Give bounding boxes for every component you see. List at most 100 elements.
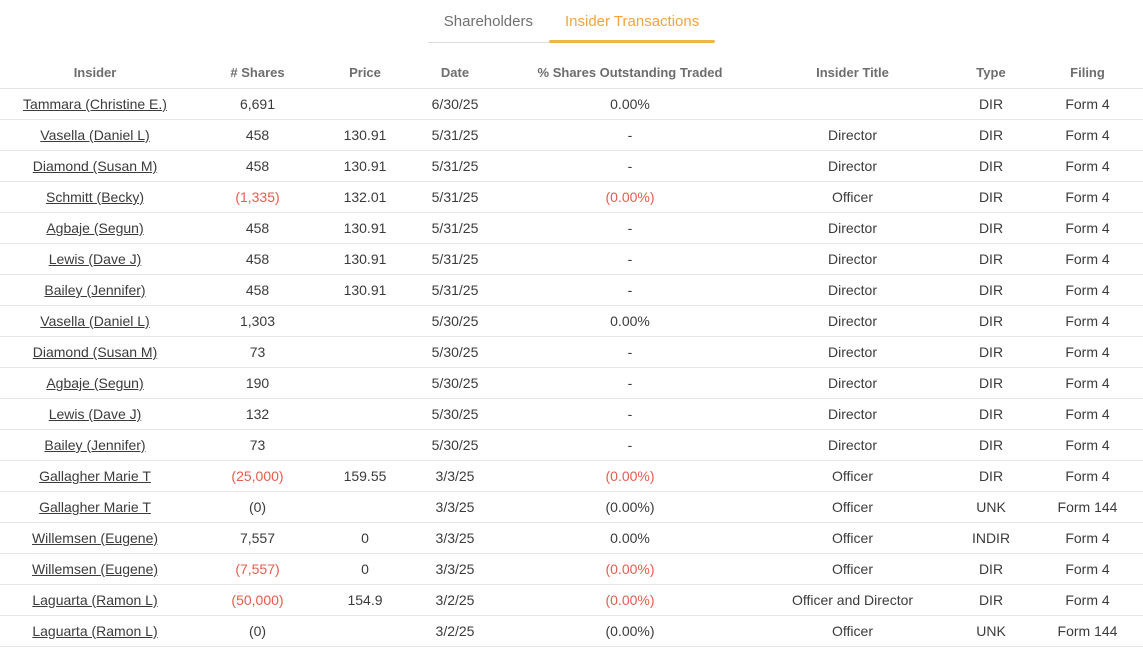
insider-cell: Bailey (Jennifer) — [0, 437, 190, 453]
filing-cell: Form 4 — [1065, 437, 1110, 453]
insider-cell: Gallagher Marie T — [0, 499, 190, 515]
pct-outstanding-cell: 0.00% — [610, 530, 650, 546]
insider-link[interactable]: Diamond (Susan M) — [32, 344, 158, 360]
table-row: Diamond (Susan M) 458 130.91 5/31/25 - D… — [0, 151, 1143, 182]
insider-link[interactable]: Agbaje (Segun) — [46, 220, 144, 236]
insider-link[interactable]: Bailey (Jennifer) — [44, 282, 146, 298]
filing-cell: Form 4 — [1065, 282, 1110, 298]
price-cell: 154.9 — [347, 592, 383, 608]
insider-link[interactable]: Tammara (Christine E.) — [23, 96, 167, 112]
insider-link[interactable]: Lewis (Dave J) — [48, 251, 142, 267]
date-cell: 5/30/25 — [431, 313, 479, 329]
shares-cell: 458 — [245, 220, 270, 236]
filing-cell: Form 144 — [1057, 499, 1118, 515]
insider-title-cell: Officer — [832, 561, 873, 577]
insider-link[interactable]: Agbaje (Segun) — [46, 375, 144, 391]
insider-link[interactable]: Laguarta (Ramon L) — [32, 623, 158, 639]
shares-cell: (50,000) — [231, 592, 284, 608]
pct-outstanding-cell: 0.00% — [610, 313, 650, 329]
insider-title-cell: Director — [827, 220, 877, 236]
price-cell: 130.91 — [343, 158, 387, 174]
column-header-shares: # Shares — [230, 64, 285, 80]
column-header-pct-outstanding: % Shares Outstanding Traded — [537, 64, 723, 80]
table-row: Lewis (Dave J) 458 130.91 5/31/25 - Dire… — [0, 244, 1143, 275]
tab-shareholders[interactable]: Shareholders — [427, 0, 550, 43]
insider-link[interactable]: Lewis (Dave J) — [48, 406, 142, 422]
filing-cell: Form 4 — [1065, 313, 1110, 329]
table-row: Willemsen (Eugene) (7,557) 0 3/3/25 (0.0… — [0, 554, 1143, 585]
insider-title-cell: Officer — [832, 499, 873, 515]
date-cell: 3/2/25 — [435, 592, 475, 608]
shares-cell: (0) — [248, 499, 267, 515]
insider-link[interactable]: Gallagher Marie T — [39, 468, 151, 484]
pct-outstanding-cell: - — [627, 282, 633, 298]
filing-cell: Form 4 — [1065, 96, 1110, 112]
column-header-date: Date — [440, 64, 470, 80]
column-header-filing: Filing — [1070, 64, 1105, 80]
table-row: Gallagher Marie T (0) 3/3/25 (0.00%) Off… — [0, 492, 1143, 523]
insider-link[interactable]: Willemsen (Eugene) — [31, 561, 159, 577]
table-row: Laguarta (Ramon L) (50,000) 154.9 3/2/25… — [0, 585, 1143, 616]
insider-link[interactable]: Gallagher Marie T — [39, 499, 151, 515]
tabbar: Shareholders Insider Transactions — [0, 0, 1143, 43]
type-cell: UNK — [976, 499, 1006, 515]
date-cell: 5/30/25 — [431, 406, 479, 422]
insider-link[interactable]: Bailey (Jennifer) — [44, 437, 146, 453]
pct-outstanding-cell: - — [627, 127, 633, 143]
insider-link[interactable]: Schmitt (Becky) — [45, 189, 144, 205]
date-cell: 3/3/25 — [435, 561, 475, 577]
insider-cell: Vasella (Daniel L) — [0, 127, 190, 143]
insider-link[interactable]: Vasella (Daniel L) — [40, 313, 150, 329]
table-row: Laguarta (Ramon L) (0) 3/2/25 (0.00%) Of… — [0, 616, 1143, 647]
price-cell: 159.55 — [343, 468, 387, 484]
insider-cell: Diamond (Susan M) — [0, 158, 190, 174]
filing-cell: Form 4 — [1065, 127, 1110, 143]
insider-title-cell: Officer — [832, 189, 873, 205]
date-cell: 5/31/25 — [431, 189, 479, 205]
pct-outstanding-cell: (0.00%) — [605, 468, 655, 484]
filing-cell: Form 4 — [1065, 530, 1110, 546]
column-header-insider: Insider — [73, 64, 117, 80]
filing-cell: Form 4 — [1065, 592, 1110, 608]
table-row: Bailey (Jennifer) 73 5/30/25 - Director … — [0, 430, 1143, 461]
insider-title-cell: Director — [827, 437, 877, 453]
insider-title-cell: Officer — [832, 530, 873, 546]
shares-cell: 458 — [245, 127, 270, 143]
type-cell: UNK — [976, 623, 1006, 639]
insider-cell: Agbaje (Segun) — [0, 375, 190, 391]
insider-link[interactable]: Vasella (Daniel L) — [40, 127, 150, 143]
filing-cell: Form 4 — [1065, 468, 1110, 484]
insider-link[interactable]: Diamond (Susan M) — [32, 158, 158, 174]
filing-cell: Form 4 — [1065, 375, 1110, 391]
pct-outstanding-cell: - — [627, 220, 633, 236]
insider-link[interactable]: Laguarta (Ramon L) — [32, 592, 158, 608]
date-cell: 6/30/25 — [431, 96, 479, 112]
insider-cell: Agbaje (Segun) — [0, 220, 190, 236]
table-row: Diamond (Susan M) 73 5/30/25 - Director … — [0, 337, 1143, 368]
tab-insider-transactions[interactable]: Insider Transactions — [549, 0, 716, 43]
pct-outstanding-cell: 0.00% — [610, 96, 650, 112]
price-cell: 0 — [361, 530, 369, 546]
shares-cell: 458 — [245, 158, 270, 174]
table-row: Vasella (Daniel L) 458 130.91 5/31/25 - … — [0, 120, 1143, 151]
type-cell: DIR — [978, 251, 1004, 267]
date-cell: 5/30/25 — [431, 344, 479, 360]
insider-link[interactable]: Willemsen (Eugene) — [31, 530, 159, 546]
shares-cell: (7,557) — [235, 561, 280, 577]
shares-cell: 1,303 — [239, 313, 276, 329]
insider-cell: Laguarta (Ramon L) — [0, 592, 190, 608]
pct-outstanding-cell: - — [627, 344, 633, 360]
insider-cell: Willemsen (Eugene) — [0, 561, 190, 577]
filing-cell: Form 4 — [1065, 406, 1110, 422]
type-cell: DIR — [978, 96, 1004, 112]
filing-cell: Form 4 — [1065, 189, 1110, 205]
shares-cell: 458 — [245, 282, 270, 298]
type-cell: DIR — [978, 561, 1004, 577]
shares-cell: 7,557 — [239, 530, 276, 546]
insider-cell: Lewis (Dave J) — [0, 406, 190, 422]
filing-cell: Form 4 — [1065, 220, 1110, 236]
pct-outstanding-cell: - — [627, 251, 633, 267]
type-cell: INDIR — [971, 530, 1011, 546]
insider-cell: Willemsen (Eugene) — [0, 530, 190, 546]
shares-cell: 190 — [245, 375, 270, 391]
